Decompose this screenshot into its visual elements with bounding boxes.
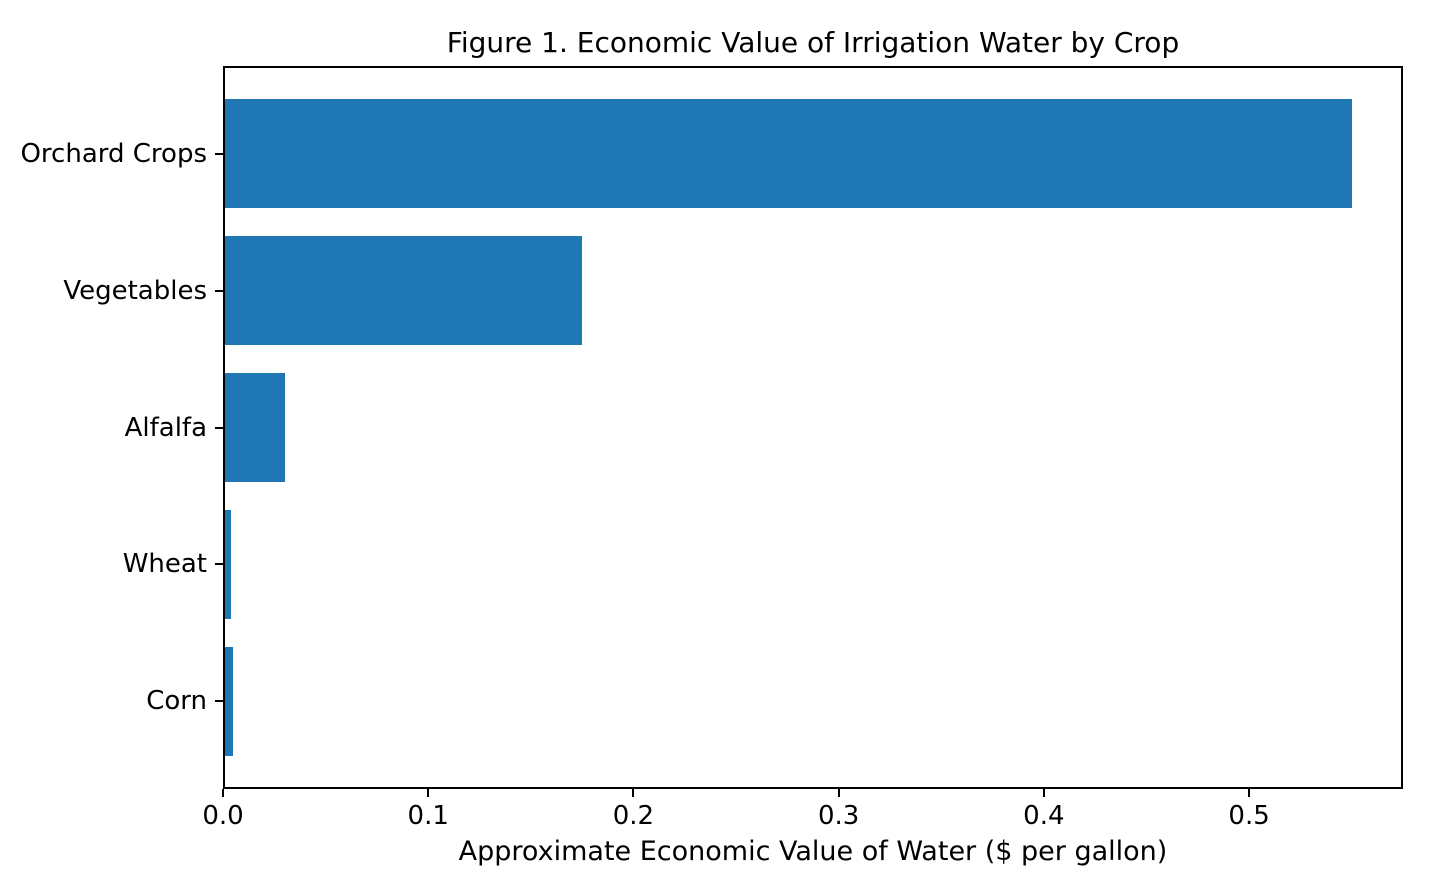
y-tick-label: Wheat (122, 549, 207, 580)
bar-alfalfa (225, 372, 285, 483)
y-tick-label: Orchard Crops (20, 138, 207, 169)
y-tick-mark (215, 152, 223, 155)
bar-wheat (225, 509, 232, 620)
x-tick-mark (1248, 789, 1251, 797)
bar-orchard-crops (225, 98, 1352, 209)
x-tick-label: 0.3 (817, 801, 860, 831)
y-tick-mark (215, 426, 223, 429)
x-tick-mark (632, 789, 635, 797)
x-tick-label: 0.0 (202, 801, 244, 831)
x-tick-label: 0.4 (1023, 801, 1065, 831)
x-tick-label: 0.2 (612, 801, 655, 831)
x-axis-label: Approximate Economic Value of Water ($ p… (458, 836, 1168, 867)
x-tick-mark (222, 789, 224, 797)
y-tick-mark (215, 289, 223, 292)
bar-corn (225, 646, 234, 757)
x-tick-mark (1042, 789, 1045, 797)
y-tick-mark (215, 563, 223, 566)
bar-vegetables (225, 235, 583, 346)
y-tick-label: Alfalfa (124, 412, 207, 443)
y-tick-label: Vegetables (63, 275, 207, 306)
x-tick-mark (427, 789, 430, 797)
chart-title: Figure 1. Economic Value of Irrigation W… (446, 26, 1180, 59)
x-tick-mark (837, 789, 840, 797)
y-tick-label: Corn (146, 686, 207, 717)
x-tick-label: 0.1 (407, 801, 449, 831)
x-tick-label: 0.5 (1228, 801, 1270, 831)
y-tick-mark (215, 700, 223, 703)
